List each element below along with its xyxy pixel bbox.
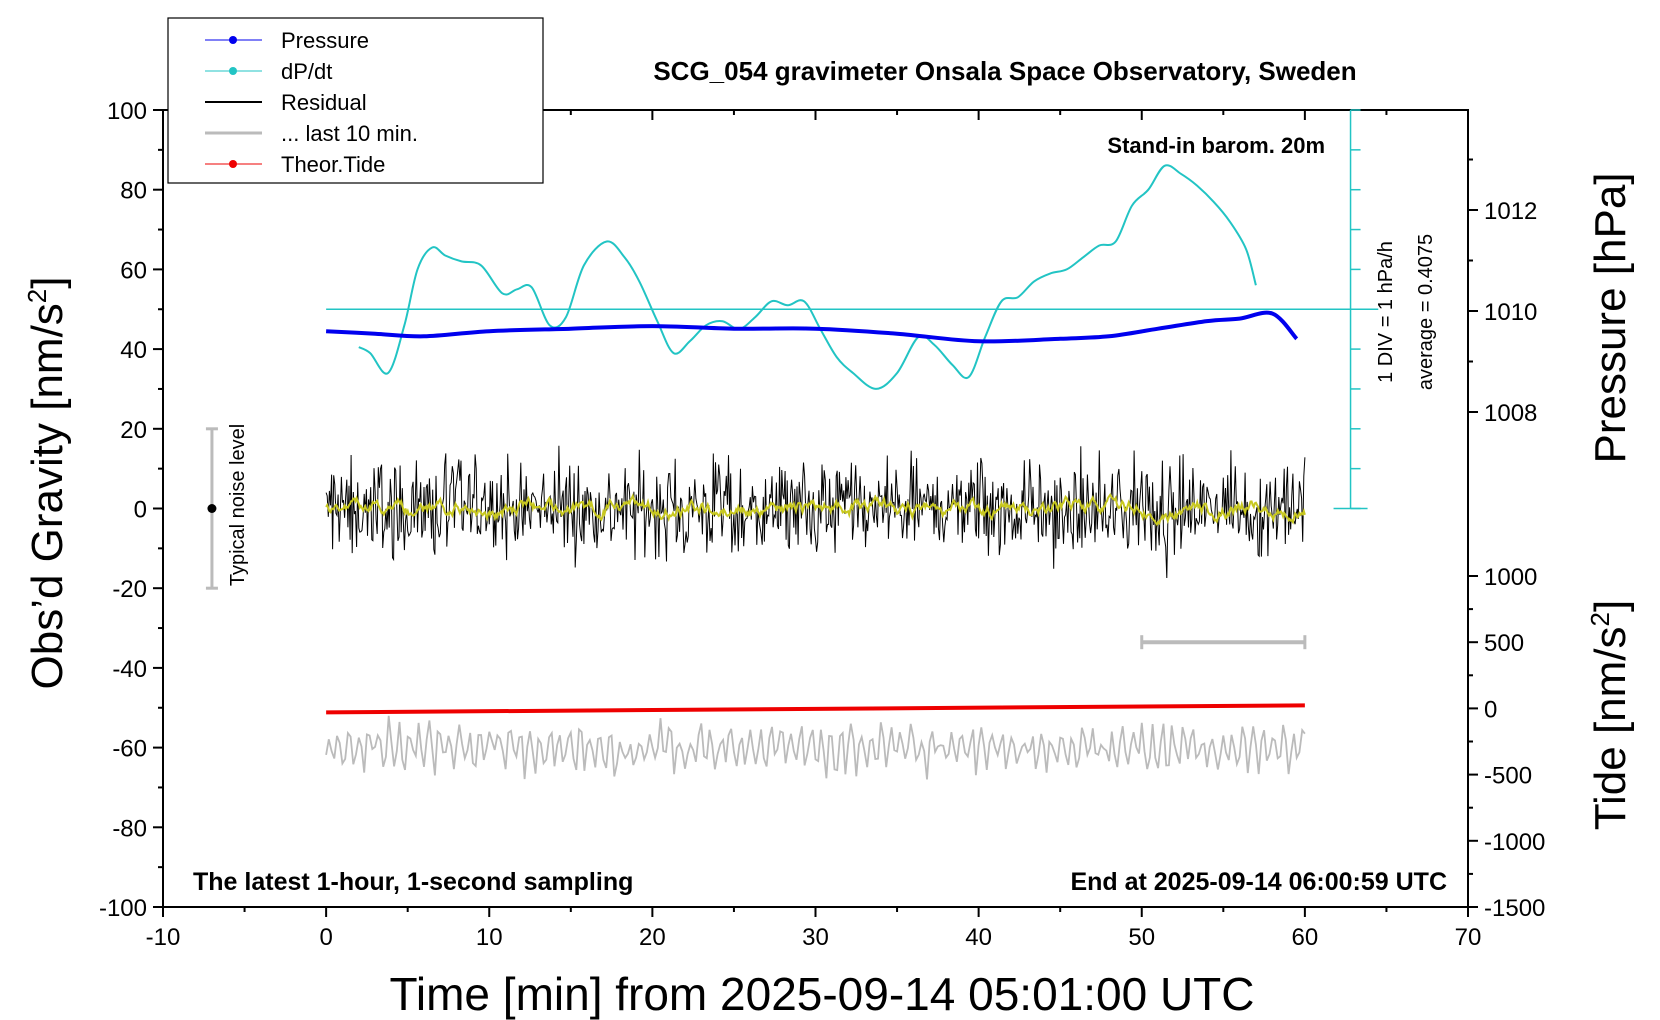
y-axis-label-sup: 2 — [22, 289, 52, 303]
y-tick-label: 20 — [120, 417, 147, 444]
noise-bar-center-dot — [207, 504, 217, 513]
scale-div-note: 1 DIV = 1 hPa/h — [1375, 241, 1397, 383]
y-axis-label-end: ] — [23, 276, 72, 288]
legend-label: ... last 10 min. — [281, 121, 418, 146]
legend-swatch-dot — [229, 160, 237, 168]
legend-box — [167, 17, 544, 184]
y-tick-label: -80 — [112, 815, 147, 842]
residual-series-line — [325, 445, 1306, 579]
dpdt-series-line — [358, 164, 1257, 390]
barometer-note: Stand-in barom. 20m — [1107, 133, 1325, 158]
tide-axis-label: Tide [nm/s2] — [1585, 600, 1635, 830]
tide-tick-label: 0 — [1484, 696, 1497, 723]
pressure-axis-label: Pressure [hPa] — [1586, 172, 1635, 463]
y-tick-label: -20 — [112, 576, 147, 603]
pressure-tick-label: 1012 — [1484, 198, 1537, 225]
tide-axis-label-main: Tide [nm/s — [1586, 626, 1635, 830]
legend: Pressure dP/dt Residual ... last 10 min. The… — [167, 17, 544, 184]
residual-smoothed-line — [325, 492, 1306, 527]
y-tick-label: 80 — [120, 178, 147, 205]
y-tick-label: 40 — [120, 337, 147, 364]
y-tick-label: 0 — [134, 497, 147, 524]
legend-swatch-dot — [229, 67, 237, 75]
last-10-min-series-line — [325, 715, 1306, 780]
x-tick-label: 20 — [639, 924, 666, 951]
tide-tick-label: -500 — [1484, 763, 1532, 790]
x-tick-label: 10 — [476, 924, 503, 951]
tide-axis-label-sup: 2 — [1585, 612, 1615, 626]
legend-label: dP/dt — [281, 59, 332, 84]
y-tick-label: 60 — [120, 257, 147, 284]
y-tick-label: -40 — [112, 656, 147, 683]
legend-label: Residual — [281, 90, 367, 115]
legend-swatch-dot — [229, 36, 237, 44]
tide-tick-label: -1500 — [1484, 895, 1545, 922]
pressure-series-line — [326, 310, 1299, 344]
x-tick-label: 50 — [1128, 924, 1155, 951]
y-axis-label-main: Obs’d Gravity [nm/s — [23, 303, 72, 689]
pressure-tick-label: 1010 — [1484, 299, 1537, 326]
tide-series-line — [326, 703, 1305, 715]
x-tick-label: -10 — [146, 924, 181, 951]
noise-level-note: Typical noise level — [227, 424, 249, 586]
legend-label: Pressure — [281, 28, 369, 53]
y-tick-label: -60 — [112, 736, 147, 763]
x-tick-label: 60 — [1292, 924, 1319, 951]
footer-right-note: End at 2025-09-14 06:00:59 UTC — [1070, 868, 1447, 896]
plot-layer: -10 0 10 20 30 40 50 60 70100806040200-20-40-60-… — [99, 98, 1545, 951]
y-tick-label: -100 — [99, 895, 147, 922]
chart-title: SCG_054 gravimeter Onsala Space Observat… — [653, 56, 1356, 86]
tide-axis-label-end: ] — [1586, 600, 1635, 612]
x-tick-label: 70 — [1455, 924, 1482, 951]
tide-tick-label: 1000 — [1484, 564, 1537, 591]
y-axis-label: Obs’d Gravity [nm/s2] — [22, 276, 72, 689]
x-axis-label: Time [min] from 2025-09-14 05:01:00 UTC — [390, 968, 1255, 1020]
footer-left-note: The latest 1-hour, 1-second sampling — [193, 868, 633, 896]
tide-tick-label: 500 — [1484, 630, 1524, 657]
x-tick-label: 30 — [802, 924, 829, 951]
x-tick-label: 0 — [319, 924, 332, 951]
pressure-tick-label: 1008 — [1484, 400, 1537, 427]
tide-tick-label: -1000 — [1484, 829, 1545, 856]
y-tick-label: 100 — [107, 98, 147, 125]
average-note: average = 0.4075 — [1415, 234, 1437, 390]
legend-label: Theor.Tide — [281, 152, 385, 177]
x-tick-label: 40 — [965, 924, 992, 951]
